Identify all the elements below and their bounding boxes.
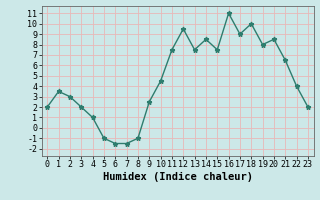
X-axis label: Humidex (Indice chaleur): Humidex (Indice chaleur) [103,172,252,182]
